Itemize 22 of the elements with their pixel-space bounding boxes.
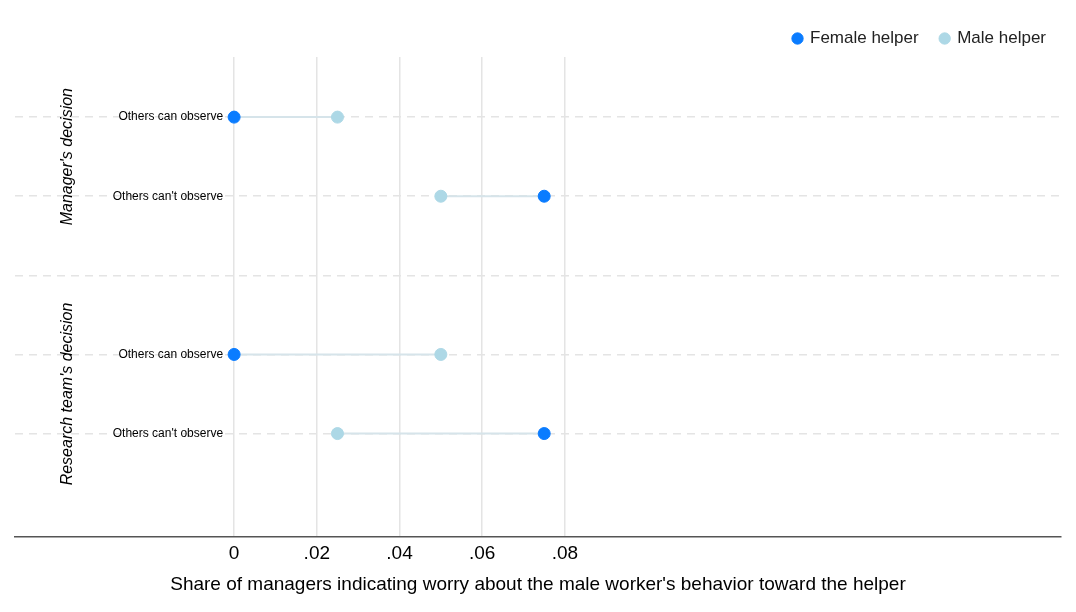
point bbox=[434, 347, 448, 361]
y-tick-label: Others can observe bbox=[118, 346, 224, 361]
legend-label: Male helper bbox=[957, 28, 1047, 48]
x-tick-label: 0 bbox=[228, 542, 240, 564]
x-tick-label: .04 bbox=[386, 542, 414, 564]
point bbox=[434, 189, 448, 203]
x-tick-label: .08 bbox=[551, 542, 579, 564]
point bbox=[537, 427, 551, 441]
legend-label: Female helper bbox=[810, 28, 920, 48]
point bbox=[537, 189, 551, 203]
point bbox=[330, 427, 344, 441]
x-tick-label: .06 bbox=[468, 542, 496, 564]
y-tick-label: Others can observe bbox=[118, 109, 224, 124]
x-tick-label: .02 bbox=[303, 542, 331, 564]
y-tick-label: Others can't observe bbox=[112, 188, 224, 203]
annotation: Manager's decision bbox=[58, 87, 76, 226]
point bbox=[227, 110, 241, 124]
y-tick-label: Others can't observe bbox=[112, 425, 224, 440]
x-axis-title: Share of managers indicating worry about the male worker's behavior toward the helper bbox=[170, 572, 907, 594]
annotation: Research team's decision bbox=[58, 302, 76, 486]
point bbox=[330, 110, 344, 124]
point bbox=[227, 347, 241, 361]
